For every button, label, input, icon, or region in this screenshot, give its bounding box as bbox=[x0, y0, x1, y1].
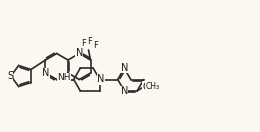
Text: N: N bbox=[121, 63, 128, 73]
Text: F: F bbox=[87, 37, 92, 46]
Text: N: N bbox=[76, 48, 83, 58]
Text: N: N bbox=[42, 69, 49, 79]
Text: S: S bbox=[7, 71, 13, 81]
Text: NH: NH bbox=[57, 74, 71, 82]
Text: O: O bbox=[142, 82, 150, 92]
Text: F: F bbox=[93, 41, 98, 50]
Text: F: F bbox=[81, 39, 86, 48]
Text: CH₃: CH₃ bbox=[145, 82, 159, 91]
Text: N: N bbox=[121, 86, 128, 96]
Text: N: N bbox=[97, 74, 105, 84]
